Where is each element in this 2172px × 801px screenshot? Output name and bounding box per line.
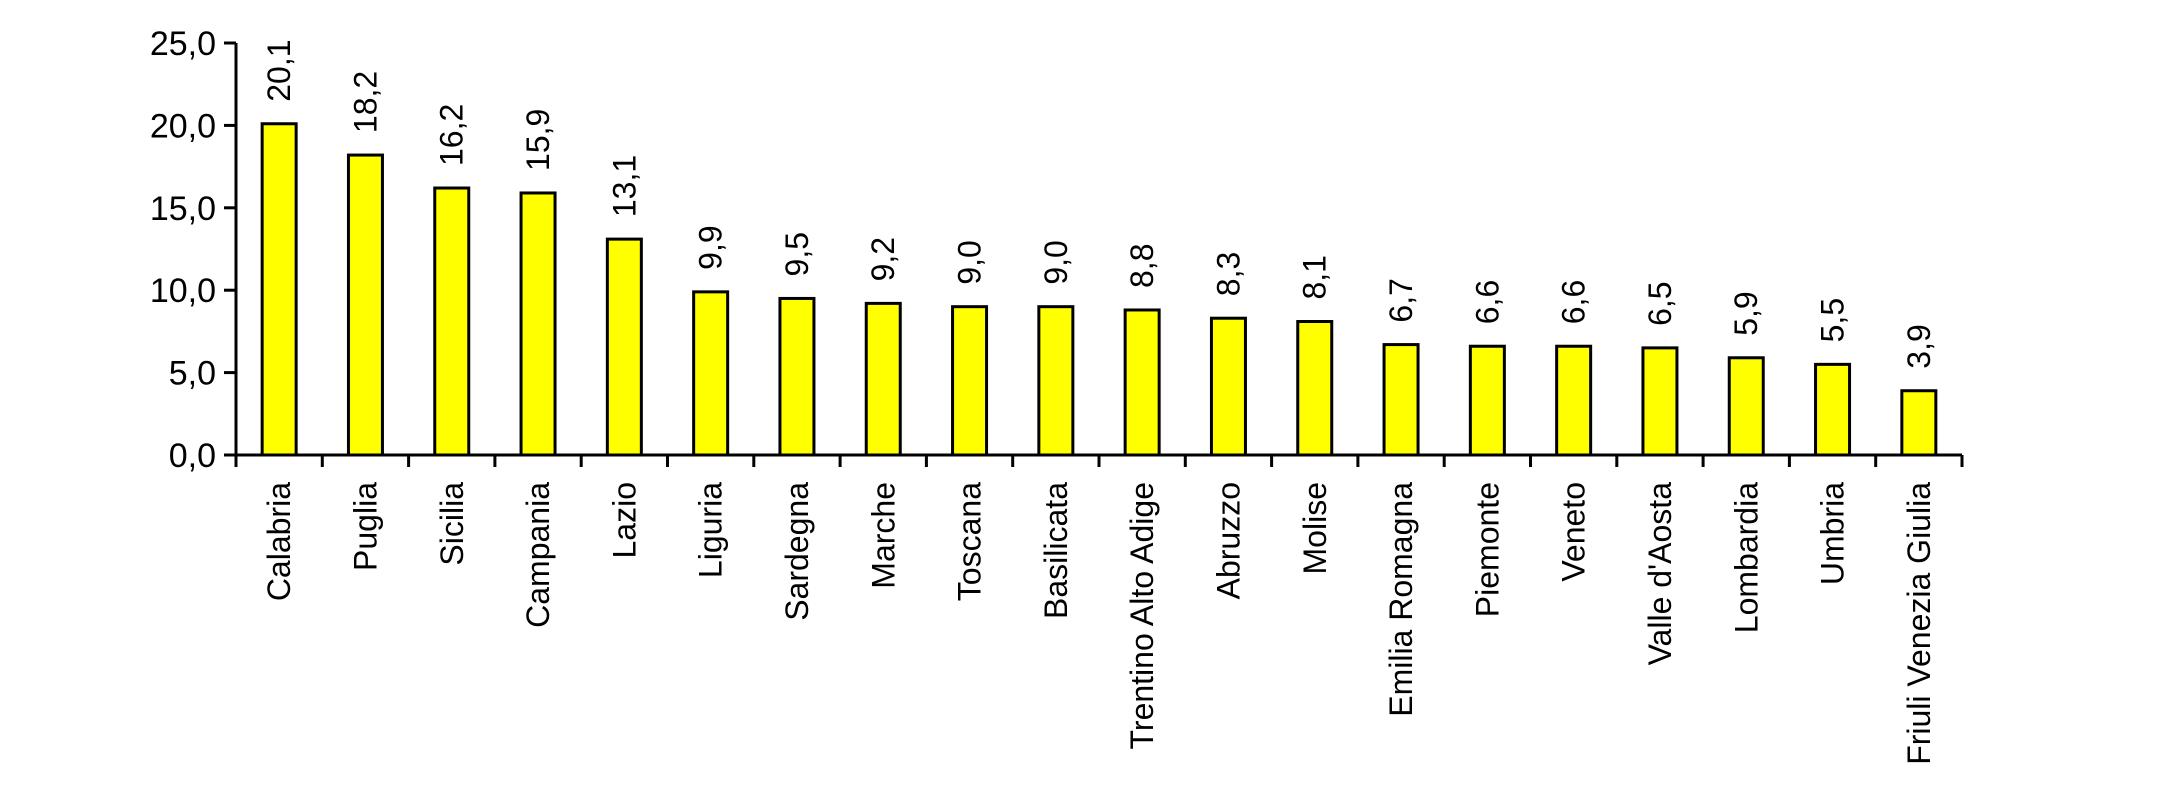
bar: [433, 186, 471, 457]
data-label: 5,5: [1815, 298, 1851, 342]
bar: [260, 122, 298, 457]
data-label: 6,6: [1469, 280, 1505, 324]
data-label: 8,1: [1297, 255, 1333, 299]
category-label: Puglia: [347, 482, 383, 571]
category-label: Emilia Romagna: [1383, 482, 1419, 717]
category-label: Basilicata: [1038, 482, 1074, 619]
data-label: 8,3: [1210, 252, 1246, 296]
category-label: Valle d'Aosta: [1642, 482, 1678, 666]
bar: [605, 237, 643, 457]
y-tick-label: 25,0: [150, 25, 216, 63]
category-label: Umbria: [1815, 482, 1851, 585]
y-tick-label: 0,0: [169, 437, 216, 475]
bar: [1814, 362, 1852, 457]
category-label: Lazio: [606, 482, 642, 559]
data-label: 3,9: [1901, 324, 1937, 368]
category-label: Sardegna: [779, 482, 815, 621]
bar: [864, 301, 902, 457]
data-label: 15,9: [520, 109, 556, 171]
bar: [346, 153, 384, 457]
bar: [1641, 346, 1679, 457]
bar: [951, 305, 989, 457]
category-label: Toscana: [952, 482, 988, 601]
y-tick-label: 15,0: [150, 190, 216, 228]
x-axis: [234, 453, 1964, 467]
category-label: Piemonte: [1469, 482, 1505, 617]
value-labels: 20,1 18,2 16,2 15,9 13,1 9,9 9,5 9,2 9,0 9,0 8,8 8,…: [261, 39, 1937, 368]
category-label: Liguria: [693, 482, 729, 578]
bar: [1727, 356, 1765, 457]
bar: [1037, 305, 1075, 457]
data-label: 6,6: [1556, 280, 1592, 324]
bar: [1382, 343, 1420, 457]
bar: [1468, 344, 1506, 457]
bar: [1209, 316, 1247, 457]
category-label: Marche: [865, 482, 901, 589]
y-axis: 0,0 5,0 10,0 15,0 20,0 25,0: [150, 25, 238, 475]
category-label: Trentino Alto Adige: [1124, 482, 1160, 749]
category-label: Sicilia: [434, 482, 470, 566]
bar: [1900, 389, 1938, 457]
data-label: 9,5: [779, 232, 815, 276]
bar: [692, 290, 730, 457]
category-label: Friuli Venezia Giulia: [1901, 482, 1937, 765]
category-label: Abruzzo: [1210, 482, 1246, 599]
category-label: Campania: [520, 482, 556, 628]
bar: [1123, 308, 1161, 457]
data-label: 13,1: [606, 155, 642, 217]
data-label: 8,8: [1124, 243, 1160, 287]
category-label: Molise: [1297, 482, 1333, 574]
bar: [519, 191, 557, 457]
y-tick-label: 10,0: [150, 272, 216, 310]
data-label: 9,0: [1038, 240, 1074, 284]
data-label: 18,2: [347, 71, 383, 133]
category-label: Lombardia: [1728, 482, 1764, 633]
category-labels: Calabria Puglia Sicilia Campania Lazio Liguri…: [261, 482, 1937, 765]
category-label: Veneto: [1556, 482, 1592, 582]
data-label: 6,5: [1642, 281, 1678, 325]
bar: [1296, 320, 1334, 457]
bars: [260, 122, 1938, 457]
data-label: 9,0: [952, 240, 988, 284]
y-tick-label: 5,0: [169, 355, 216, 393]
data-label: 20,1: [261, 39, 297, 101]
data-label: 5,9: [1728, 291, 1764, 335]
category-label: Calabria: [261, 482, 297, 601]
bar: [778, 296, 816, 457]
data-label: 16,2: [434, 104, 470, 166]
data-label: 9,2: [865, 237, 901, 281]
bar: [1555, 344, 1593, 457]
data-label: 9,9: [693, 225, 729, 269]
data-label: 6,7: [1383, 278, 1419, 322]
y-tick-label: 20,0: [150, 107, 216, 145]
